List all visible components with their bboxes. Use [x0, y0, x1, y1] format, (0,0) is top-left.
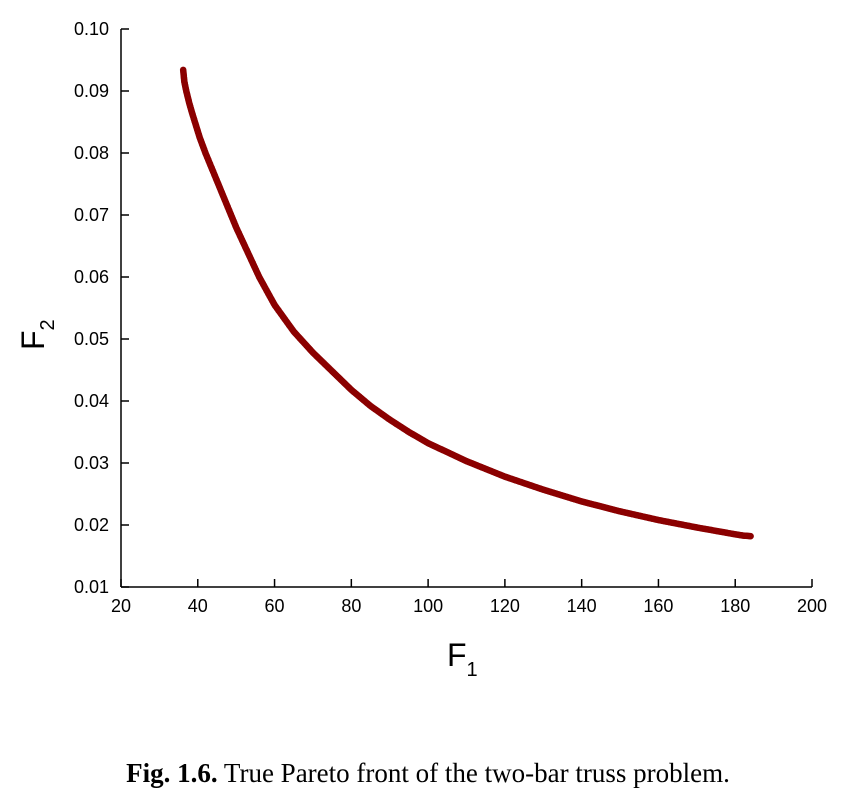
data-point	[747, 532, 754, 540]
data-points	[179, 66, 754, 540]
y-tick-label: 0.03	[74, 453, 109, 473]
y-tick-label: 0.04	[74, 391, 109, 411]
x-tick-label: 100	[413, 596, 443, 616]
y-tick-label: 0.07	[74, 205, 109, 225]
x-tick-label: 160	[643, 596, 673, 616]
y-tick-label: 0.06	[74, 267, 109, 287]
x-tick-label: 20	[111, 596, 131, 616]
x-tick-label: 120	[490, 596, 520, 616]
x-tick-label: 200	[797, 596, 827, 616]
y-tick-label: 0.05	[74, 329, 109, 349]
y-tick-label: 0.09	[74, 81, 109, 101]
x-axis-title-main: F	[447, 637, 467, 673]
y-tick-label: 0.02	[74, 515, 109, 535]
y-tick-label: 0.10	[74, 19, 109, 39]
y-axis-title: F2	[15, 319, 59, 350]
x-axis-title: F1	[447, 637, 478, 681]
x-axis-title-subscript: 1	[467, 659, 478, 681]
x-tick-label: 80	[341, 596, 361, 616]
figure-caption-text: True Pareto front of the two-bar truss p…	[217, 758, 730, 788]
pareto-front-chart: 20 40 60 80 100 120 140 160 180 200 0.010.020.030…	[15, 19, 827, 681]
figure-caption: Fig. 1.6. True Pareto front of the two-b…	[0, 758, 856, 789]
x-axis-ticks: 20 40 60 80 100 120 140 160 180 200	[111, 579, 827, 616]
y-axis-title-main: F	[15, 330, 51, 350]
axes	[120, 29, 812, 588]
y-tick-label: 0.01	[74, 577, 109, 597]
x-tick-label: 60	[265, 596, 285, 616]
figure-label: Fig. 1.6.	[126, 758, 218, 788]
x-tick-label: 180	[720, 596, 750, 616]
x-tick-label: 140	[567, 596, 597, 616]
y-axis-title-subscript: 2	[37, 319, 59, 330]
y-tick-label: 0.08	[74, 143, 109, 163]
y-axis-ticks: 0.01 0.02 0.03 0.04 0.05 0.06 0.07 0.08 0.09 0.10	[74, 19, 129, 597]
x-tick-label: 40	[188, 596, 208, 616]
